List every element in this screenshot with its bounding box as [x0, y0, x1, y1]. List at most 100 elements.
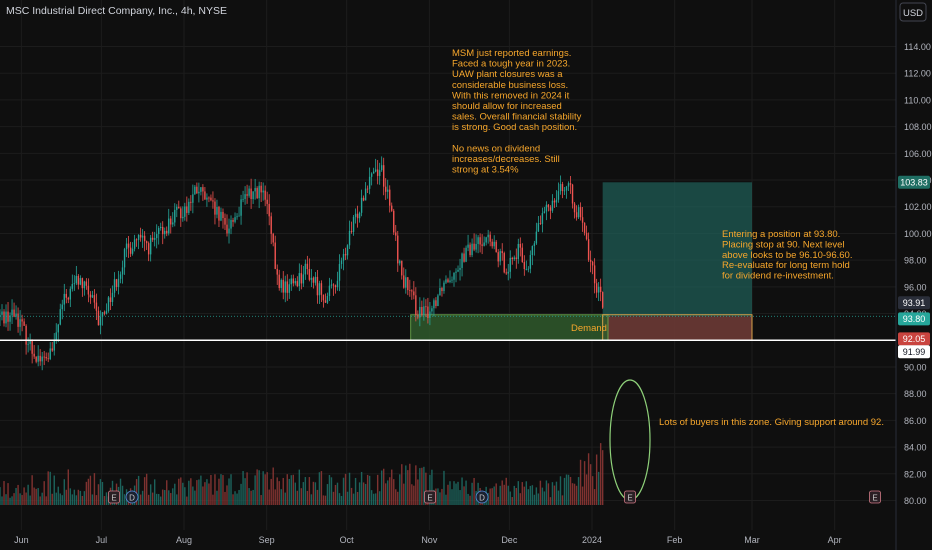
- candle-body: [236, 216, 238, 218]
- price-label-entry: [898, 312, 930, 326]
- volume-bar: [137, 475, 140, 505]
- annotation-line: increases/decreases. Still: [452, 154, 560, 165]
- time-axis[interactable]: Jun Jul Aug Sep Oct Nov Dec 2024 Feb Mar Apr: [14, 535, 842, 545]
- candle-body: [525, 268, 528, 270]
- candle-body: [487, 234, 489, 238]
- candle-body: [61, 304, 63, 310]
- candle-body: [306, 263, 309, 269]
- candle-body: [73, 283, 76, 285]
- position-annotation: Entering a position at 93.80. Placing sto…: [722, 229, 852, 282]
- candle-body: [499, 251, 501, 262]
- annotation-line: for dividend re-investment.: [722, 271, 834, 282]
- volume-bar: [376, 474, 379, 505]
- volume-bar: [521, 482, 524, 505]
- candle-body: [218, 207, 220, 221]
- candle-body: [230, 220, 232, 229]
- candle-body: [423, 306, 425, 315]
- candle-body: [497, 252, 499, 262]
- volume-bar: [391, 469, 393, 505]
- candle-body: [336, 280, 339, 288]
- candle-body: [37, 355, 39, 362]
- chart-title: MSC Industrial Direct Company, Inc., 4h,…: [6, 5, 227, 17]
- volume-bar: [262, 471, 264, 505]
- earnings-marker[interactable]: [424, 490, 436, 504]
- volume-bar: [569, 476, 572, 505]
- volume-bar: [77, 489, 80, 505]
- volume-bar: [186, 496, 188, 505]
- volume-bar: [513, 485, 515, 505]
- candle-body: [276, 268, 278, 275]
- candle-body: [374, 169, 377, 172]
- dividend-marker[interactable]: [475, 490, 489, 504]
- volume-bar: [121, 485, 124, 505]
- volume-bar: [37, 488, 39, 505]
- candle-body: [57, 324, 59, 333]
- candle-body: [541, 213, 544, 224]
- candle-body: [83, 281, 86, 289]
- candle-body: [330, 284, 333, 286]
- volume-bar: [567, 474, 570, 505]
- volume-bar: [298, 469, 301, 505]
- volume-bar: [491, 488, 493, 505]
- volume-bar: [11, 496, 13, 505]
- candle-body: [91, 295, 94, 298]
- volume-bar: [274, 489, 276, 505]
- currency-label: USD: [903, 8, 923, 19]
- volume-bar: [55, 492, 57, 505]
- volume-bar: [1, 496, 3, 505]
- candle-body: [368, 176, 371, 189]
- candle-body: [149, 237, 152, 255]
- volume-bar: [463, 486, 465, 505]
- earnings-marker[interactable]: [869, 490, 881, 504]
- candle-body: [543, 211, 546, 214]
- volume-bar: [147, 494, 150, 505]
- volume-bar: [451, 489, 453, 505]
- volume-bar: [202, 486, 204, 505]
- volume-bar: [459, 490, 461, 505]
- candle-body: [354, 213, 357, 217]
- volume-bar: [105, 492, 108, 505]
- candle-body: [151, 237, 154, 240]
- time-tick-label: Feb: [667, 535, 683, 545]
- candle-body: [296, 281, 299, 287]
- earnings-marker[interactable]: [108, 490, 120, 504]
- dividend-marker[interactable]: [125, 490, 139, 504]
- volume-bar: [73, 489, 76, 505]
- candle-body: [178, 206, 180, 209]
- candle-body: [469, 244, 471, 256]
- time-tick-label: Apr: [828, 535, 842, 545]
- price-label-target: [898, 175, 930, 189]
- volume-bar: [591, 476, 594, 505]
- volume-bar: [467, 493, 469, 505]
- candle-body: [11, 309, 13, 316]
- volume-bar: [53, 475, 55, 505]
- candle-body: [455, 271, 457, 273]
- volume-bar: [495, 483, 497, 505]
- earnings-marker[interactable]: [624, 490, 636, 504]
- candle-body: [407, 277, 409, 291]
- volume-bar: [304, 477, 307, 505]
- candle-body: [29, 340, 31, 344]
- volume-bar: [583, 461, 586, 505]
- currency-button[interactable]: USD: [899, 2, 927, 22]
- volume-bar: [519, 493, 522, 505]
- volume-bar: [537, 493, 540, 505]
- candle-body: [137, 234, 140, 240]
- volume-bar: [81, 495, 84, 505]
- volume-bar: [35, 488, 37, 505]
- price-tick-label: 100.00: [904, 229, 932, 239]
- candle-body: [294, 281, 297, 284]
- candle-body: [87, 285, 90, 295]
- candle-body: [214, 201, 216, 215]
- candle-body: [298, 273, 301, 287]
- candle-body: [318, 283, 321, 296]
- volume-bar: [423, 466, 425, 505]
- candle-body: [164, 230, 166, 235]
- volume-bar: [218, 478, 220, 505]
- candle-body: [563, 190, 566, 192]
- candle-body: [77, 276, 80, 285]
- volume-bar: [13, 493, 15, 505]
- volume-bar: [23, 487, 25, 505]
- volume-bar: [509, 491, 511, 505]
